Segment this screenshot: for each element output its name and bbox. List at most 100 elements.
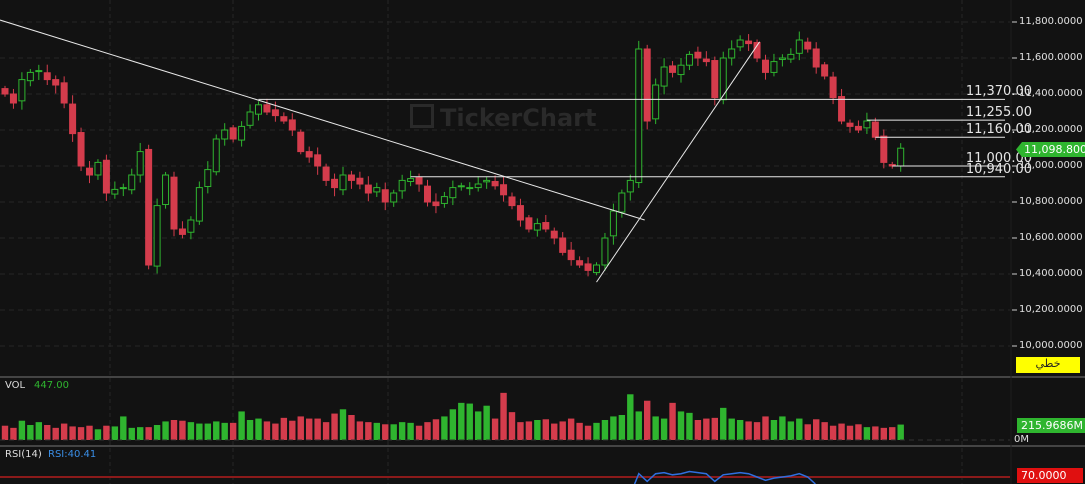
candle-up [111, 188, 119, 195]
volume-bar [238, 411, 245, 440]
volume-bar [27, 425, 34, 440]
candle-down [145, 148, 153, 266]
volume-bar [407, 422, 414, 440]
candle-up [153, 205, 161, 267]
volume-bar [229, 422, 237, 440]
candle-down [52, 79, 60, 86]
volume-bar [500, 392, 507, 440]
volume-bar [196, 423, 203, 440]
candle-up [652, 84, 660, 120]
volume-bar [736, 420, 744, 440]
watermark-logo-icon [410, 104, 434, 128]
volume-panel-label: VOL [5, 380, 26, 391]
candle-up [483, 179, 491, 183]
candle-down [567, 249, 575, 261]
price-tick-label: 10,800.0000 [1019, 196, 1083, 207]
volume-bar [475, 411, 482, 440]
candle-down [500, 184, 508, 196]
candle-up [601, 237, 609, 266]
candle-down [356, 177, 364, 185]
price-tick-label: 11,200.0000 [1019, 124, 1083, 135]
chart-type-label[interactable]: خطي [1016, 357, 1080, 373]
last-price-badge: 11,098.8000 [1016, 142, 1085, 157]
candle-up [136, 151, 144, 176]
volume-bar [483, 405, 490, 440]
price-tick-label: 11,800.0000 [1019, 16, 1083, 27]
volume-bar [103, 425, 110, 440]
volume-bar [821, 422, 828, 440]
volume-bar [280, 417, 288, 440]
candle-up [187, 219, 195, 233]
price-tick-label: 11,600.0000 [1019, 52, 1083, 63]
price-tick-label: 10,600.0000 [1019, 232, 1083, 243]
candle-up [736, 39, 744, 48]
candle-down [364, 184, 372, 194]
volume-zero-tick: 0M [1014, 434, 1029, 445]
volume-last-badge: 215.9686M [1017, 418, 1085, 433]
volume-bar [111, 426, 119, 440]
volume-value: 447.00 [34, 380, 69, 391]
candle-down [804, 41, 812, 50]
rsi-level-badge: 70.0000 [1017, 468, 1083, 483]
volume-bar [35, 422, 42, 440]
candle-down [762, 59, 769, 73]
volume-bar [94, 429, 102, 440]
volume-bar [424, 422, 431, 440]
price-tick-label: 10,000.0000 [1019, 340, 1083, 351]
volume-bar [889, 427, 896, 440]
volume-bar [322, 422, 330, 440]
candle-up [609, 210, 617, 237]
candle-up [195, 187, 203, 222]
volume-bar [508, 412, 516, 440]
volume-bar [170, 420, 178, 440]
volume-bar [796, 418, 803, 440]
price-tick-label: 11,400.0000 [1019, 88, 1083, 99]
price-tick-label: 11,000.0000 [1019, 160, 1083, 171]
candle-down [86, 167, 93, 176]
candle-down [69, 103, 77, 135]
volume-bar [449, 409, 457, 440]
candle-up [26, 71, 34, 82]
candle-down [297, 131, 305, 153]
candle-up [618, 192, 626, 213]
candle-down [305, 151, 313, 158]
volume-bar [432, 419, 440, 440]
candle-up [533, 223, 541, 231]
volume-bar [559, 421, 566, 440]
price-tick-label: 10,400.0000 [1019, 268, 1083, 279]
candle-up [863, 120, 871, 129]
candle-down [271, 109, 279, 117]
candle-down [491, 180, 499, 187]
volume-bar [694, 420, 702, 440]
volume-bar [627, 394, 634, 440]
level-label: 11,370.00 [965, 84, 1032, 100]
candle-down [347, 174, 355, 181]
candle-down [880, 135, 888, 163]
candle-down [43, 72, 51, 81]
candle-up [221, 129, 229, 140]
volume-bar [770, 420, 778, 440]
volume-bar [306, 418, 313, 440]
candle-down [263, 104, 271, 113]
candle-up [398, 179, 406, 192]
volume-bar [289, 420, 296, 440]
volume-bar [542, 419, 549, 440]
volume-bar [204, 423, 211, 440]
volume-bar [297, 416, 304, 440]
candle-up [35, 70, 43, 73]
volume-bar [60, 423, 68, 440]
candle-up [204, 169, 212, 188]
volume-bar [593, 422, 600, 440]
candle-down [381, 189, 389, 203]
candle-up [18, 79, 26, 102]
candle-down [829, 76, 837, 99]
candle-up [128, 174, 136, 191]
volume-bar [720, 407, 727, 440]
candle-down [745, 40, 753, 45]
volume-bar [618, 415, 626, 440]
volume-bar [669, 402, 676, 440]
candle-up [728, 48, 736, 59]
candle-down [694, 51, 702, 59]
volume-bar [382, 424, 389, 440]
